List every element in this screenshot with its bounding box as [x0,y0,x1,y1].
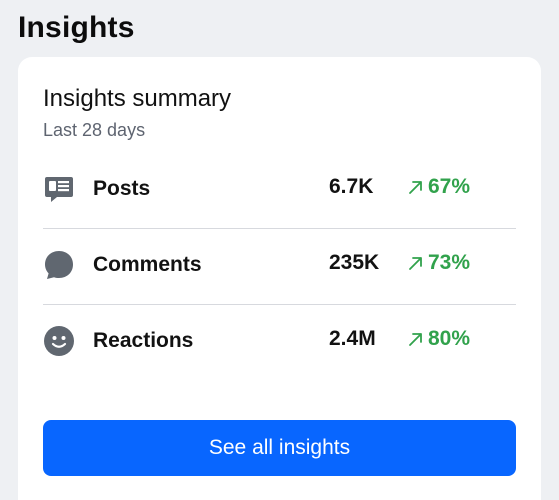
metric-label: Posts [93,177,151,200]
comment-bubble-icon [43,249,75,281]
smiley-face-icon [43,325,75,357]
metric-change: 80% [407,325,470,353]
see-all-insights-button[interactable]: See all insights [43,420,516,476]
arrow-up-right-icon [407,331,424,348]
metric-change-value: 80% [428,327,471,350]
metric-label: Comments [93,253,202,276]
metric-change-value: 67% [428,175,471,198]
metric-row-posts: Posts 6.7K 67% [43,153,516,229]
metric-row-reactions: Reactions 2.4M 80% [43,305,516,381]
metric-value: 235K [329,251,380,274]
arrow-up-right-icon [407,179,424,196]
metric-label: Reactions [93,329,194,352]
section-title: Insights [18,11,135,44]
metric-change: 67% [407,173,470,201]
card-title: Insights summary [43,85,232,112]
posts-icon [43,173,75,205]
metric-row-comments: Comments 235K 73% [43,229,516,305]
metric-value: 2.4M [329,327,376,350]
metrics-list: Posts 6.7K 67% Comments [43,153,516,381]
date-range-label: Last 28 days [43,120,146,140]
metric-change: 73% [407,249,470,277]
arrow-up-right-icon [407,255,424,272]
metric-value: 6.7K [329,175,374,198]
metric-change-value: 73% [428,251,471,274]
insights-summary-card: Insights summary Last 28 days Posts 6.7K [18,57,541,500]
